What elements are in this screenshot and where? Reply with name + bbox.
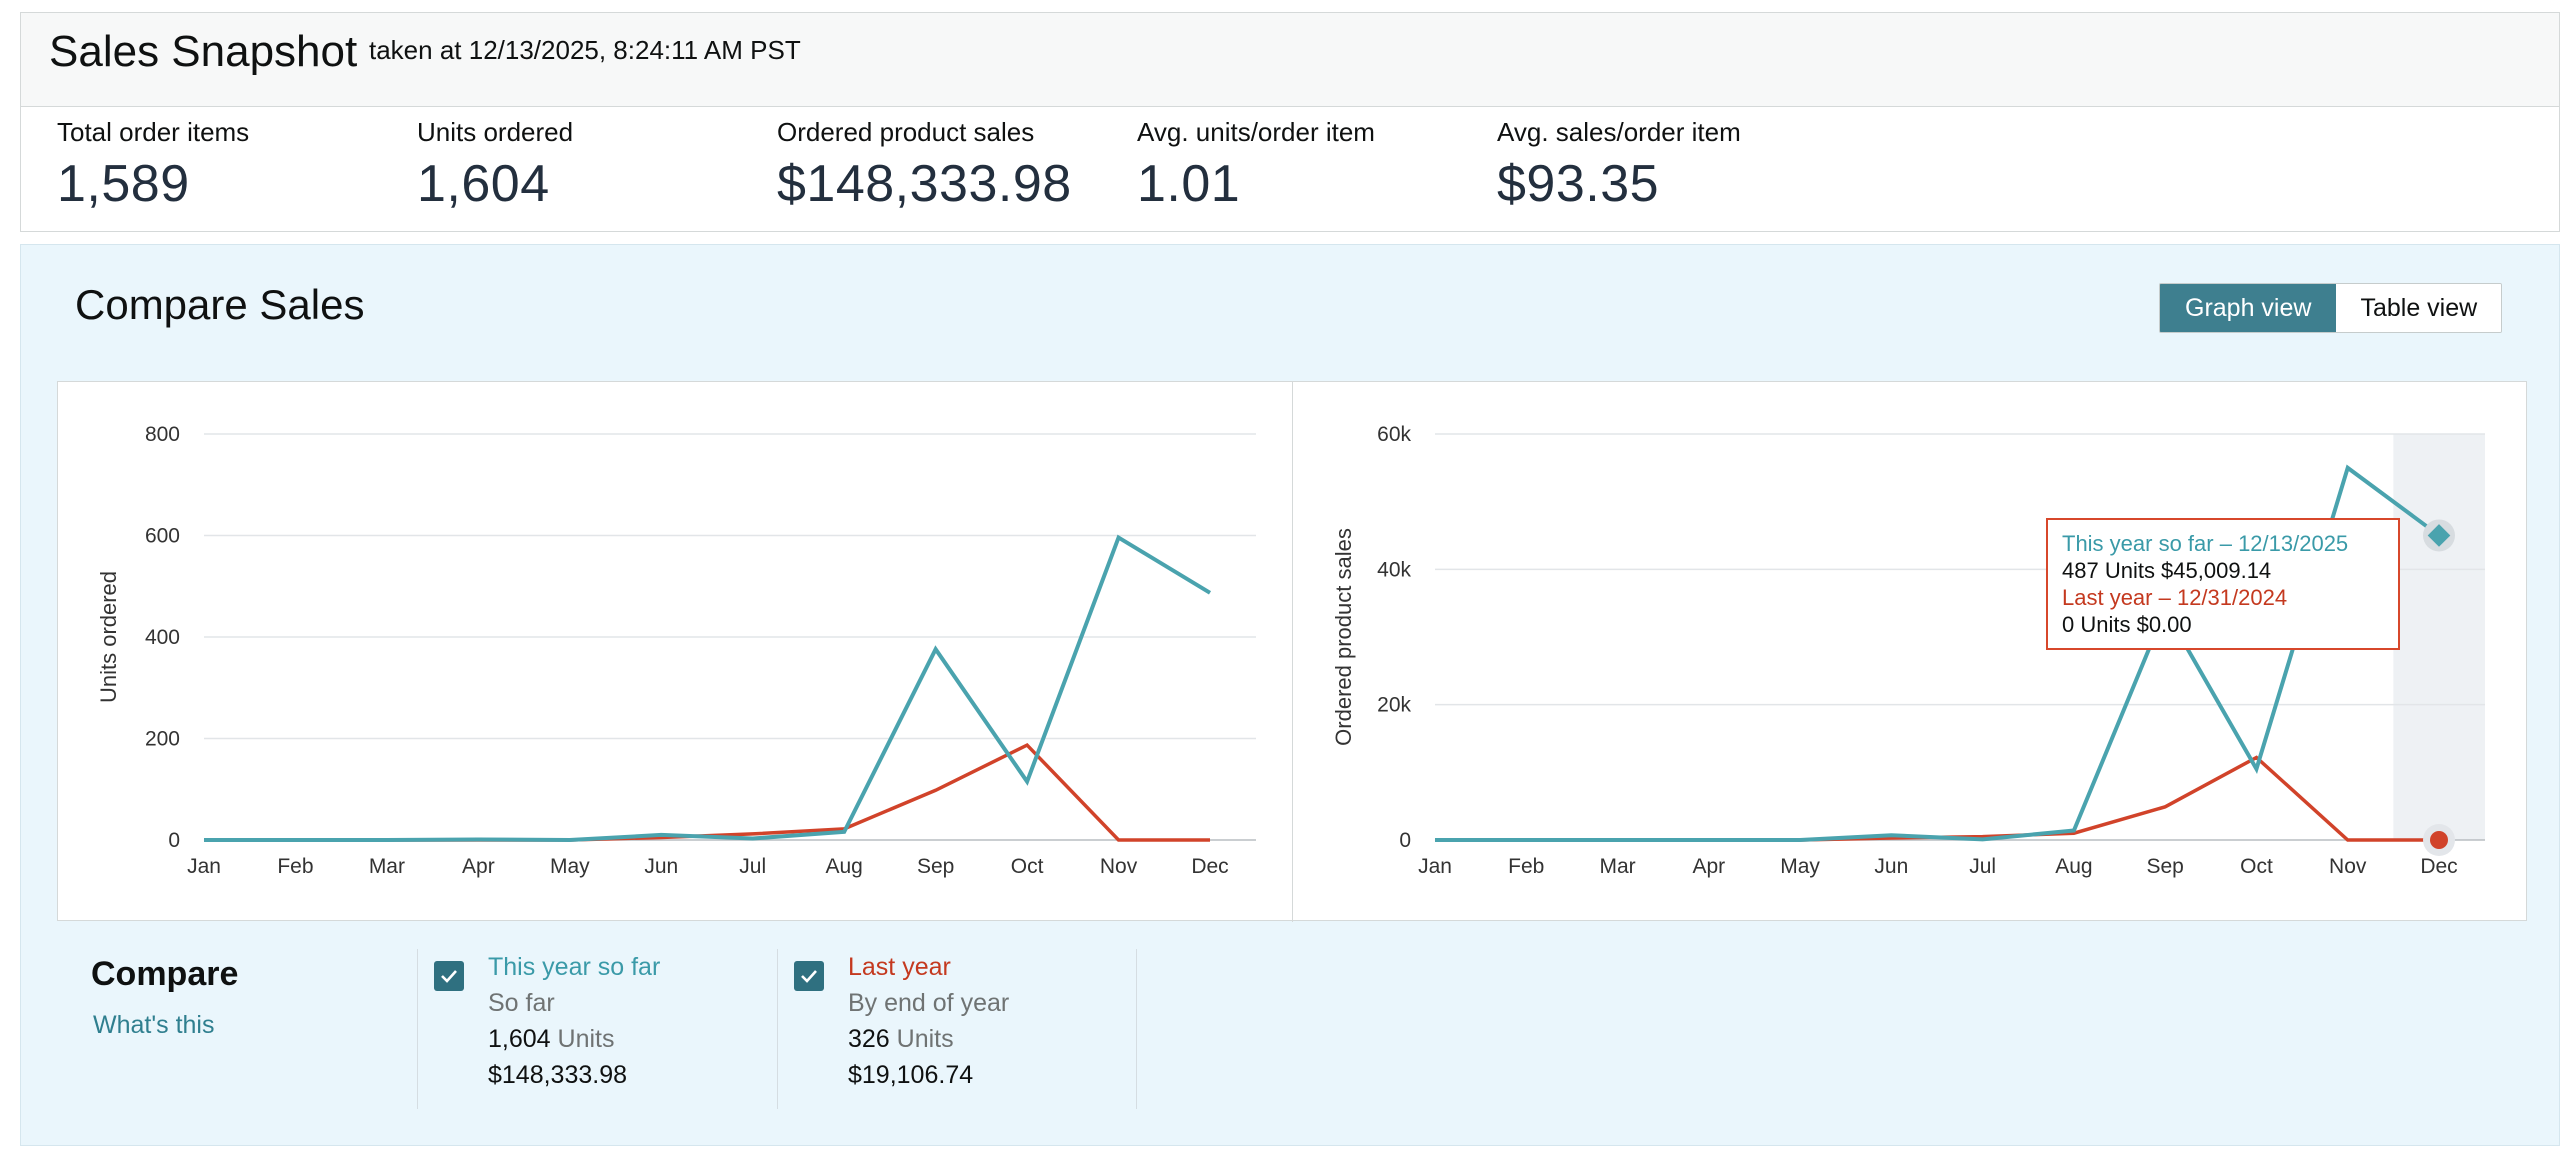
compare-legend-title: Compare bbox=[91, 955, 239, 993]
metric-label: Ordered product sales bbox=[777, 117, 1035, 147]
graph-view-button[interactable]: Graph view bbox=[2160, 284, 2337, 332]
this-year-checkbox[interactable] bbox=[434, 961, 464, 991]
last-year-marker bbox=[2430, 831, 2448, 849]
x-tick-label: Sep bbox=[917, 855, 954, 878]
metric-total-order-items: Total order items 1,589 bbox=[57, 117, 249, 214]
last-year-sub: By end of year bbox=[848, 989, 1010, 1017]
x-tick-label: Feb bbox=[1508, 855, 1544, 878]
units-word: Units bbox=[557, 1025, 615, 1053]
this-year-sub: So far bbox=[488, 989, 555, 1017]
view-toggle: Graph view Table view bbox=[2159, 283, 2503, 333]
x-tick-label: Dec bbox=[2420, 855, 2457, 878]
charts-container: 0 200 400 600 800 Jan Feb Mar Apr May Jun Jul Aug Sep… bbox=[57, 381, 2527, 922]
last-year-sales: $19,106.74 bbox=[848, 1061, 974, 1089]
y-axis-label: Units ordered bbox=[96, 571, 121, 703]
metric-units-ordered: Units ordered 1,604 bbox=[417, 117, 573, 214]
series-line-this-year bbox=[1435, 464, 2441, 842]
series-line-last-year bbox=[1435, 755, 2439, 842]
page-title: Sales Snapshot bbox=[49, 27, 358, 76]
x-tick-label: Feb bbox=[277, 855, 313, 878]
x-tick-label: Apr bbox=[1692, 855, 1725, 878]
x-tick-label: Aug bbox=[2055, 855, 2092, 878]
metric-label: Avg. units/order item bbox=[1137, 117, 1375, 147]
sales-snapshot-header: Sales Snapshot taken at 12/13/2025, 8:24… bbox=[20, 12, 2560, 106]
units-word: Units bbox=[896, 1025, 954, 1053]
x-tick-label: Oct bbox=[2240, 855, 2273, 878]
metric-value: 1.01 bbox=[1137, 155, 1241, 213]
x-tick-label: Jun bbox=[1874, 855, 1908, 878]
y-tick-label: 0 bbox=[1399, 829, 1411, 852]
chart-divider bbox=[1292, 382, 1293, 922]
units-value: 1,604 bbox=[488, 1025, 551, 1053]
snapshot-timestamp: taken at 12/13/2025, 8:24:11 AM PST bbox=[369, 35, 801, 65]
x-tick-label: Jul bbox=[739, 855, 766, 878]
x-tick-label: Nov bbox=[2329, 855, 2367, 878]
x-tick-label: Apr bbox=[462, 855, 495, 878]
x-tick-label: May bbox=[550, 855, 590, 878]
ordered-product-sales-chart[interactable]: 0 20k 40k 60k Jan Feb Mar Apr May Jun Jul Aug Sep Oct… bbox=[1293, 382, 2527, 922]
tooltip-this-year-values: 487 Units $45,009.14 bbox=[2062, 558, 2272, 583]
metric-value: 1,589 bbox=[57, 155, 190, 213]
tooltip-last-year-header: Last year – 12/31/2024 bbox=[2062, 585, 2288, 610]
series-line-last-year bbox=[204, 742, 1210, 842]
y-tick-label: 20k bbox=[1377, 694, 1411, 717]
metric-value: $148,333.98 bbox=[777, 155, 1072, 213]
x-tick-label: Jun bbox=[644, 855, 678, 878]
this-year-units: 1,604 Units bbox=[488, 1021, 660, 1057]
this-year-sales: $148,333.98 bbox=[488, 1061, 628, 1089]
metric-value: $93.35 bbox=[1497, 155, 1660, 213]
x-tick-label: Dec bbox=[1191, 855, 1228, 878]
check-icon bbox=[801, 970, 817, 983]
check-icon bbox=[441, 970, 457, 983]
tooltip-this-year-header: This year so far – 12/13/2025 bbox=[2062, 531, 2349, 556]
x-tick-label: Mar bbox=[1599, 855, 1635, 878]
table-view-button[interactable]: Table view bbox=[2336, 284, 2502, 332]
x-tick-label: Sep bbox=[2146, 855, 2183, 878]
y-tick-label: 40k bbox=[1377, 558, 1411, 581]
y-tick-label: 60k bbox=[1377, 423, 1411, 446]
this-year-marker bbox=[2427, 524, 2451, 547]
chart-tooltip: This year so far – 12/13/2025 487 Units … bbox=[2046, 518, 2400, 650]
legend-last-year: Last year By end of year 326 Units $19,1… bbox=[777, 949, 1137, 1109]
x-tick-label: Mar bbox=[369, 855, 405, 878]
y-tick-label: 0 bbox=[168, 829, 180, 852]
x-tick-label: Oct bbox=[1011, 855, 1044, 878]
last-year-label: Last year bbox=[848, 953, 951, 981]
metric-label: Total order items bbox=[57, 117, 250, 147]
metric-ordered-product-sales: Ordered product sales $148,333.98 bbox=[777, 117, 1072, 214]
metric-label: Units ordered bbox=[417, 117, 574, 147]
whats-this-link[interactable]: What's this bbox=[93, 1011, 215, 1039]
metric-value: 1,604 bbox=[417, 155, 550, 213]
highlight-band bbox=[2393, 434, 2485, 840]
last-year-checkbox[interactable] bbox=[794, 961, 824, 991]
compare-legend: Compare What's this This year so far So … bbox=[21, 945, 1221, 1115]
y-axis-label: Ordered product sales bbox=[1331, 528, 1356, 746]
metric-avg-sales-per-order-item: Avg. sales/order item $93.35 bbox=[1497, 117, 1741, 214]
y-tick-label: 400 bbox=[145, 626, 180, 649]
x-tick-label: Aug bbox=[825, 855, 862, 878]
tooltip-last-year-values: 0 Units $0.00 bbox=[2062, 612, 2192, 637]
this-year-label: This year so far bbox=[488, 953, 661, 981]
x-tick-label: Jul bbox=[1969, 855, 1996, 878]
y-tick-label: 200 bbox=[145, 728, 180, 751]
metrics-bar: Total order items 1,589 Units ordered 1,… bbox=[20, 106, 2560, 232]
units-value: 326 bbox=[848, 1025, 890, 1053]
y-tick-label: 800 bbox=[145, 423, 180, 446]
legend-this-year: This year so far So far 1,604 Units $148… bbox=[417, 949, 777, 1109]
metric-avg-units-per-order-item: Avg. units/order item 1.01 bbox=[1137, 117, 1375, 214]
x-tick-label: Jan bbox=[1418, 855, 1452, 878]
units-ordered-chart[interactable]: 0 200 400 600 800 Jan Feb Mar Apr May Jun Jul Aug Sep… bbox=[58, 382, 1292, 922]
y-tick-label: 600 bbox=[145, 525, 180, 548]
last-year-units: 326 Units bbox=[848, 1021, 1009, 1057]
series-line-this-year bbox=[204, 534, 1212, 843]
metric-label: Avg. sales/order item bbox=[1497, 117, 1741, 147]
x-tick-label: Nov bbox=[1100, 855, 1138, 878]
x-tick-label: May bbox=[1780, 855, 1820, 878]
compare-sales-panel: Compare Sales Graph view Table view 0 200… bbox=[20, 244, 2560, 1146]
compare-sales-title: Compare Sales bbox=[75, 281, 365, 328]
x-tick-label: Jan bbox=[187, 855, 221, 878]
